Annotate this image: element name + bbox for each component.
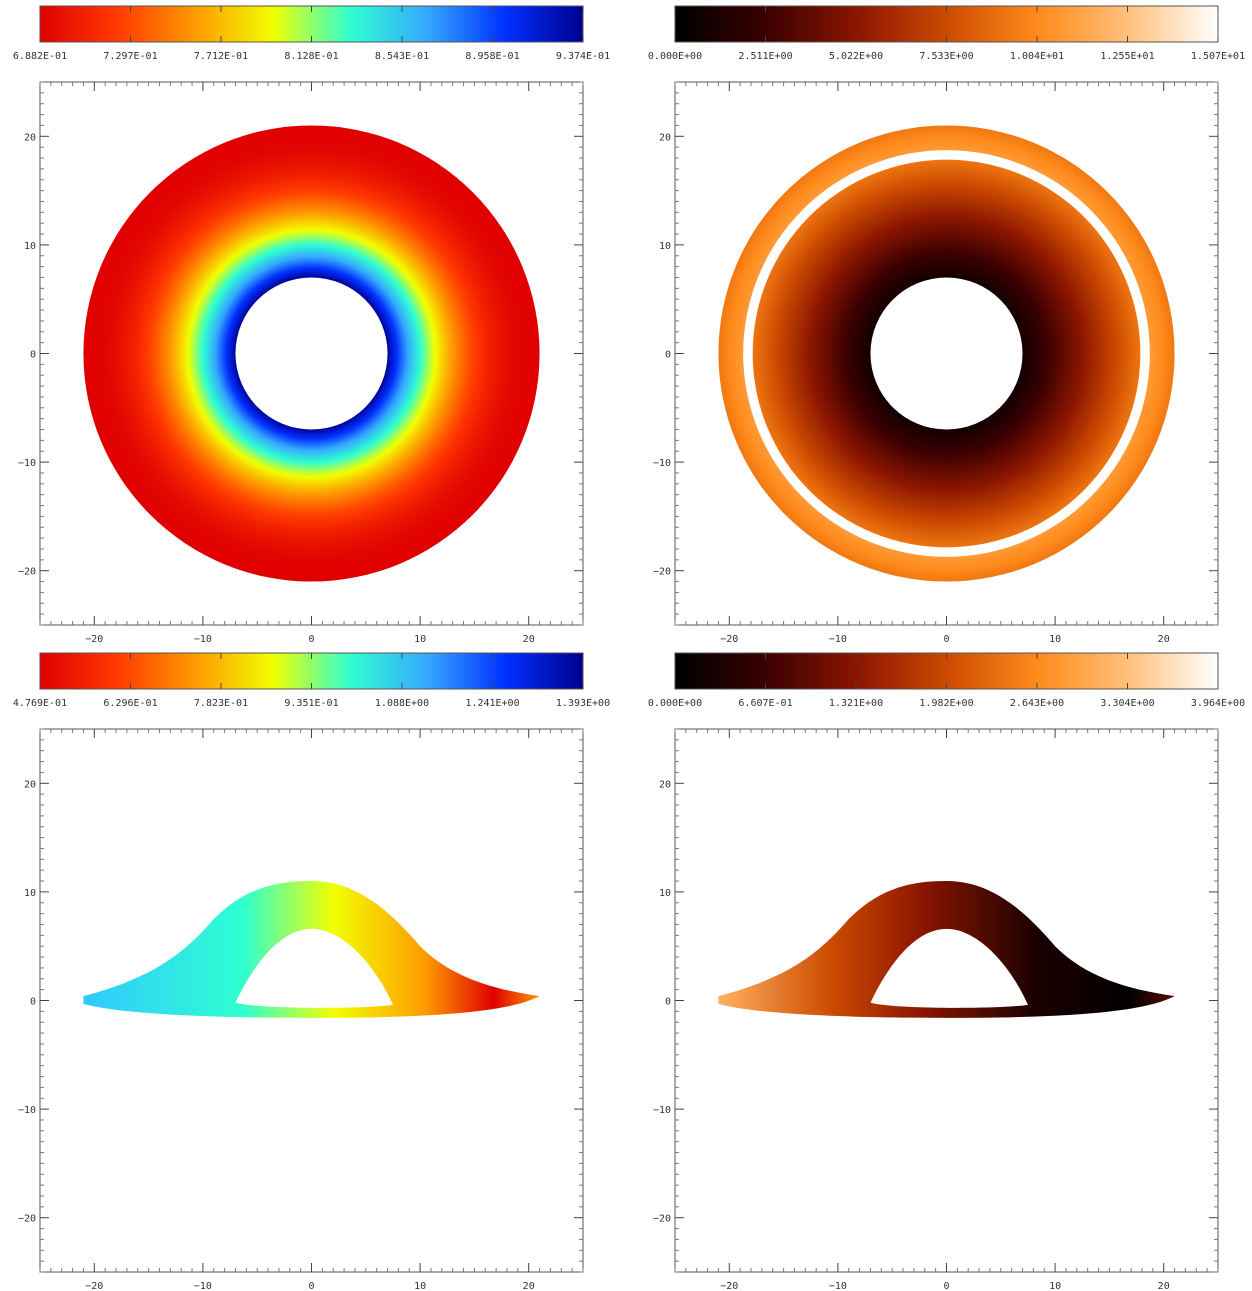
colorbar-tick-label: 7.297E-01 <box>103 51 157 62</box>
colorbar-tick-label: 6.882E-01 <box>13 51 67 62</box>
y-tick-label: 10 <box>24 888 36 899</box>
colorbar-tick-label: 2.511E+00 <box>738 51 792 62</box>
panel-2: 0.000E+00 2.511E+00 5.022E+00 7.533E+00 1.00… <box>648 5 1245 645</box>
y-tick-label: −20 <box>653 567 671 578</box>
colorbar-tick-label: 1.241E+00 <box>465 698 519 709</box>
colorbar-tick-label: 1.321E+00 <box>829 698 883 709</box>
y-tick-label: 10 <box>24 241 36 252</box>
y-tick-label: −10 <box>653 1105 671 1116</box>
disk-hole <box>870 928 1028 1008</box>
x-tick-label: 0 <box>308 1281 314 1291</box>
disk-hole <box>870 277 1023 430</box>
y-tick-label: 10 <box>659 888 671 899</box>
x-tick-label: 0 <box>308 634 314 645</box>
colorbar-tick-label: 1.393E+00 <box>556 698 610 709</box>
x-tick-label: 10 <box>1049 634 1061 645</box>
panel-3: 4.769E-01 6.296E-01 7.823E-01 9.351E-01 1.08… <box>13 652 610 1291</box>
x-tick-label: 10 <box>414 1281 426 1291</box>
x-tick-label: −10 <box>829 1281 847 1291</box>
y-tick-label: −20 <box>18 567 36 578</box>
disk-hole <box>235 928 393 1008</box>
x-tick-label: 20 <box>1158 1281 1170 1291</box>
colorbar-tick-label: 5.022E+00 <box>829 51 883 62</box>
x-tick-label: −10 <box>829 634 847 645</box>
colorbar-tick-label: 1.088E+00 <box>375 698 429 709</box>
x-tick-label: −20 <box>720 1281 738 1291</box>
image-layer <box>83 125 540 582</box>
colorbar-tick-label: 1.004E+01 <box>1010 51 1064 62</box>
colorbar-tick-label: 3.964E+00 <box>1191 698 1245 709</box>
colorbar-tick-label: 1.507E+01 <box>1191 51 1245 62</box>
y-tick-label: 0 <box>665 350 671 361</box>
colorbar-tick-label: 8.543E-01 <box>375 51 429 62</box>
y-tick-label: −20 <box>653 1214 671 1225</box>
x-tick-label: 0 <box>943 634 949 645</box>
y-tick-label: 20 <box>24 779 36 790</box>
x-tick-label: 20 <box>1158 634 1170 645</box>
colorbar-tick-label: 0.000E+00 <box>648 51 702 62</box>
colorbar-tick-label: 7.533E+00 <box>919 51 973 62</box>
colorbar-tick-label: 4.769E-01 <box>13 698 67 709</box>
y-tick-label: −10 <box>18 458 36 469</box>
panel-4: 0.000E+00 6.607E-01 1.321E+00 1.982E+00 2.64… <box>648 652 1245 1291</box>
y-tick-label: −10 <box>653 458 671 469</box>
x-tick-label: −10 <box>194 1281 212 1291</box>
x-tick-label: −20 <box>85 1281 103 1291</box>
y-tick-label: 20 <box>659 132 671 143</box>
y-tick-label: 0 <box>30 997 36 1008</box>
colorbar-tick-label: 6.296E-01 <box>103 698 157 709</box>
image-layer <box>718 881 1175 1018</box>
colorbar-tick-label: 7.823E-01 <box>194 698 248 709</box>
colorbar-tick-label: 3.304E+00 <box>1100 698 1154 709</box>
y-tick-label: 0 <box>665 997 671 1008</box>
colorbar-tick-label: 0.000E+00 <box>648 698 702 709</box>
x-tick-label: 20 <box>523 1281 535 1291</box>
colorbar-tick-label: 8.958E-01 <box>465 51 519 62</box>
colorbar-tick-label: 9.351E-01 <box>284 698 338 709</box>
disk-hole <box>235 277 388 430</box>
colorbar-tick-label: 1.255E+01 <box>1100 51 1154 62</box>
panel-1: 6.882E-01 7.297E-01 7.712E-01 8.128E-01 8.54… <box>13 5 610 645</box>
colorbar-tick-label: 9.374E-01 <box>556 51 610 62</box>
y-tick-label: −10 <box>18 1105 36 1116</box>
colorbar-tick-label: 8.128E-01 <box>284 51 338 62</box>
x-tick-label: 20 <box>523 634 535 645</box>
x-tick-label: 0 <box>943 1281 949 1291</box>
y-tick-label: 0 <box>30 350 36 361</box>
x-tick-label: 10 <box>1049 1281 1061 1291</box>
x-tick-label: −20 <box>85 634 103 645</box>
colorbar-tick-label: 1.982E+00 <box>919 698 973 709</box>
x-tick-label: 10 <box>414 634 426 645</box>
y-tick-label: −20 <box>18 1214 36 1225</box>
y-tick-label: 10 <box>659 241 671 252</box>
image-layer <box>718 125 1175 582</box>
x-tick-label: −10 <box>194 634 212 645</box>
x-tick-label: −20 <box>720 634 738 645</box>
y-tick-label: 20 <box>24 132 36 143</box>
colorbar-tick-label: 2.643E+00 <box>1010 698 1064 709</box>
image-layer <box>83 881 540 1018</box>
y-tick-label: 20 <box>659 779 671 790</box>
colorbar-tick-label: 6.607E-01 <box>738 698 792 709</box>
colorbar-tick-label: 7.712E-01 <box>194 51 248 62</box>
